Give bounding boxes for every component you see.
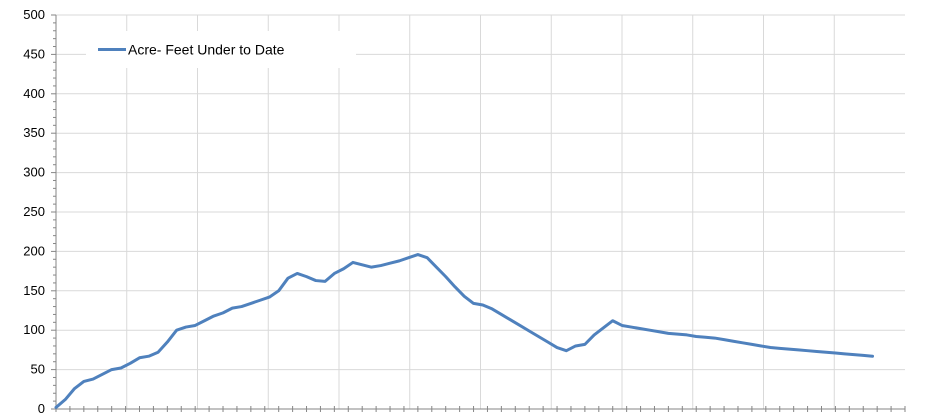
series-line-0	[54, 253, 875, 409]
y-tick-label: 450	[23, 46, 45, 61]
series-layer	[54, 253, 875, 409]
y-tick-label: 200	[23, 243, 45, 258]
y-tick-label: 400	[23, 86, 45, 101]
y-tick-label: 250	[23, 204, 45, 219]
y-tick-label: 300	[23, 165, 45, 180]
y-tick-label: 50	[31, 362, 45, 377]
chart-axes: 0 50 100 150 200 250 300 350 400 450 500	[23, 7, 906, 416]
chart-legend: Acre- Feet Under to Date	[86, 31, 356, 68]
y-tick-label: 150	[23, 283, 45, 298]
y-tick-label: 500	[23, 7, 45, 22]
y-tick-label: 0	[38, 401, 45, 416]
y-tick-label: 350	[23, 125, 45, 140]
legend-label: Acre- Feet Under to Date	[128, 42, 285, 58]
y-tick-label: 100	[23, 322, 45, 337]
legend-box	[86, 31, 356, 68]
chart-grid	[56, 14, 905, 410]
